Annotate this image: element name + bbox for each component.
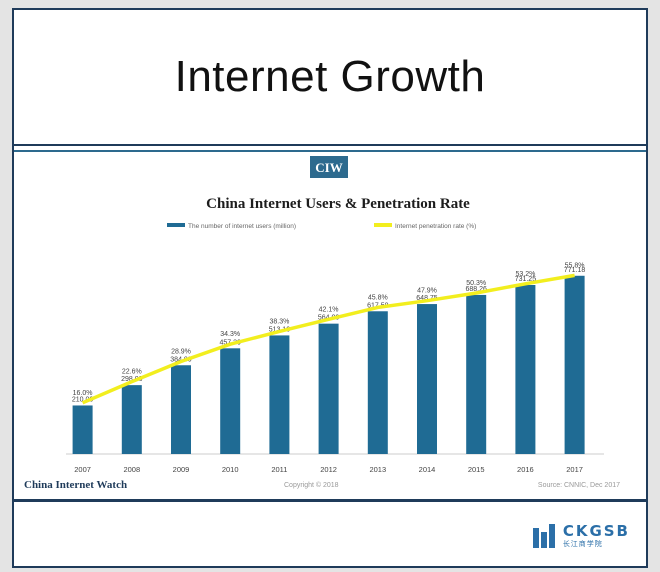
x-tick-label: 2014 — [419, 465, 436, 474]
line-value-label: 50.3% — [466, 280, 486, 287]
legend-label-bars: The number of internet users (million) — [188, 223, 296, 230]
bar — [72, 405, 93, 454]
line-value-label: 47.9% — [417, 288, 437, 295]
x-tick-label: 2013 — [369, 465, 386, 474]
x-tick-label: 2009 — [173, 465, 190, 474]
line-value-label: 45.8% — [368, 294, 388, 301]
x-tick-label: 2012 — [320, 465, 337, 474]
logo-mark-icon — [532, 524, 559, 548]
bar — [220, 348, 241, 454]
slide-frame: Internet Growth CIW China Internet Users… — [12, 8, 648, 568]
bar — [466, 294, 487, 454]
chart-panel: CIW China Internet Users & Penetration R… — [14, 146, 646, 502]
legend-label-line: Internet penetration rate (%) — [395, 223, 476, 230]
bar-value-label: 731.25 — [515, 276, 537, 283]
bar — [515, 285, 536, 454]
chart-svg: CIW China Internet Users & Penetration R… — [24, 156, 620, 491]
bar-value-label: 771.18 — [564, 267, 586, 274]
x-tick-label: 2017 — [566, 465, 583, 474]
ciw-badge — [310, 156, 348, 178]
bar-value-label: 210.00 — [72, 396, 94, 403]
title-box: Internet Growth — [14, 10, 646, 146]
slide-footer: CKGSB 长江商学院 — [14, 502, 646, 566]
bar — [564, 275, 585, 454]
bar — [318, 323, 339, 454]
bar — [171, 365, 191, 454]
source-text: Source: CNNIC, Dec 2017 — [538, 482, 620, 489]
legend-swatch-bars — [167, 223, 185, 227]
line-value-label: 42.1% — [319, 306, 339, 313]
x-tick-label: 2008 — [123, 465, 140, 474]
penetration-line — [81, 273, 575, 405]
line-value-label: 28.9% — [171, 349, 191, 356]
chart-title: China Internet Users & Penetration Rate — [206, 196, 470, 212]
legend-swatch-line — [374, 223, 392, 227]
x-tick-label: 2007 — [74, 465, 91, 474]
accent-line — [14, 150, 646, 152]
line-value-label: 53.2% — [515, 271, 535, 278]
x-tick-label: 2011 — [271, 465, 287, 474]
line-value-label: 16.0% — [73, 390, 93, 397]
line-value-label: 55.8% — [565, 262, 585, 269]
bar — [121, 385, 142, 454]
line-value-label: 34.3% — [220, 331, 240, 338]
bar — [417, 304, 437, 454]
bar-value-label: 688.26 — [465, 286, 487, 293]
bar — [367, 311, 388, 454]
bar-value-label: 648.75 — [416, 295, 438, 302]
copyright-text: Copyright © 2018 — [284, 481, 339, 489]
x-tick-label: 2015 — [468, 465, 485, 474]
brand-text: China Internet Watch — [24, 479, 127, 491]
slide-title: Internet Growth — [174, 52, 486, 101]
line-value-label: 38.3% — [269, 318, 289, 325]
logo-text: CKGSB — [562, 522, 630, 540]
x-tick-label: 2016 — [517, 465, 534, 474]
ciw-badge-text: CIW — [315, 160, 342, 175]
ckgsb-logo: CKGSB 长江商学院 — [532, 522, 630, 548]
logo-subtext: 长江商学院 — [562, 541, 603, 548]
bar — [269, 335, 290, 454]
bar-value-label: 298.00 — [121, 376, 143, 383]
x-tick-label: 2010 — [222, 465, 239, 474]
line-value-label: 22.6% — [122, 369, 142, 376]
